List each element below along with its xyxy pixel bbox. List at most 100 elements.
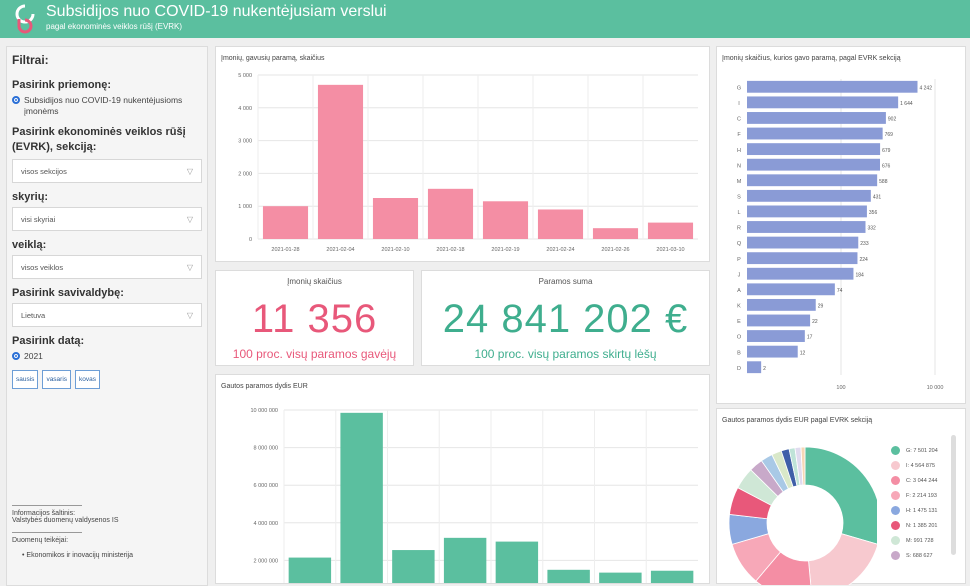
kpi-companies-card: Įmonių skaičius 11 356 100 proc. visų pa… [215, 270, 414, 366]
y-tick-label: H [737, 148, 741, 154]
owner-item-text: Ekonomikos ir inovacijų ministerija [26, 552, 133, 559]
radio-selected-icon[interactable] [12, 96, 20, 104]
bar [650, 570, 694, 583]
data-label: 22 [812, 319, 818, 325]
legend-label: F: 2 214 193 [906, 492, 937, 499]
bar [747, 80, 918, 93]
legend-swatch [891, 506, 900, 515]
activity-select[interactable]: visos veiklos ▽ [12, 255, 202, 279]
chart-title: Gautos paramos dydis EUR [221, 383, 308, 390]
bar [592, 228, 639, 239]
bar [372, 198, 419, 239]
bar [747, 112, 886, 124]
y-tick-label: 2 000 000 [254, 558, 278, 564]
y-tick-label: R [737, 226, 741, 232]
legend-swatch [891, 461, 900, 470]
legend-item[interactable]: H: 1 475 131 [891, 503, 961, 518]
page-title: Subsidijos nuo COVID-19 nukentėjusiam ve… [46, 3, 387, 20]
bar [495, 541, 539, 583]
y-tick-label: L [737, 210, 740, 216]
legend-swatch [891, 491, 900, 500]
y-tick-label: 6 000 000 [254, 483, 278, 489]
y-tick-label: P [737, 257, 741, 263]
legend-item[interactable]: S: 688 627 [891, 548, 961, 563]
x-tick-label: 10 000 [927, 385, 944, 391]
year-radio[interactable]: 2021 [12, 351, 202, 362]
legend-item[interactable]: N: 1 385 201 [891, 518, 961, 533]
bar [537, 209, 584, 239]
chart-title: Įmonių, gavusių paramą, skaičius [221, 55, 325, 62]
measure-label: Pasirink priemonę: [12, 79, 112, 91]
measure-radio[interactable]: Subsidijos nuo COVID-19 nukentėjusioms į… [12, 95, 202, 117]
bar [747, 143, 881, 156]
legend-item[interactable]: I: 4 564 875 [891, 458, 961, 473]
x-tick-label: 2021-02-10 [381, 247, 409, 253]
legend-item[interactable]: G: 7 501 204 [891, 443, 961, 458]
legend-scrollbar[interactable] [951, 435, 956, 555]
data-label: 769 [885, 132, 894, 138]
companies-bar-chart: 0 1 000 2 000 3 000 4 000 5 000 2021-01-28 2021… [238, 73, 698, 253]
donut-legend: G: 7 501 204 I: 4 564 875 C: 3 044 244 F: 2… [891, 443, 961, 563]
legend-label: G: 7 501 204 [906, 447, 938, 454]
bar [747, 298, 816, 311]
divider [12, 505, 82, 506]
legend-item[interactable]: M: 991 728 [891, 533, 961, 548]
radio-selected-icon[interactable] [12, 352, 20, 360]
legend-item[interactable]: F: 2 214 193 [891, 488, 961, 503]
bar [647, 222, 694, 239]
legend-label: N: 1 385 201 [906, 522, 938, 529]
month-button-february[interactable]: vasaris [42, 370, 72, 389]
legend-item[interactable]: C: 3 044 244 [891, 473, 961, 488]
bar [747, 361, 762, 374]
bar [747, 252, 858, 265]
y-tick-label: O [737, 335, 742, 341]
data-label: 12 [800, 350, 806, 356]
y-tick-label: S [737, 194, 741, 200]
kpi-amount-title: Paramos suma [538, 277, 593, 286]
x-tick-label: 2021-02-19 [491, 247, 519, 253]
month-button-january[interactable]: sausis [12, 370, 39, 389]
bar [747, 96, 899, 109]
municipality-select[interactable]: Lietuva ▽ [12, 303, 202, 327]
data-label: 74 [837, 288, 843, 294]
owners-label: Duomenų teikėjai: [12, 537, 69, 544]
y-tick-label: I [738, 101, 740, 107]
data-label: 588 [879, 179, 888, 185]
y-tick-label: 0 [249, 237, 252, 243]
year-option-label: 2021 [24, 351, 43, 361]
bar [288, 557, 332, 583]
y-tick-label: J [738, 272, 741, 278]
y-tick-label: A [737, 288, 741, 294]
y-tick-label: 4 000 000 [254, 521, 278, 527]
x-tick-label: 2021-02-26 [601, 247, 629, 253]
legend-swatch [891, 551, 900, 560]
legend-label: S: 688 627 [906, 552, 933, 559]
section-select-value: visos sekcijos [21, 166, 67, 176]
activity-label: veiklą: [12, 239, 47, 251]
pie-slice [800, 446, 806, 486]
section-select[interactable]: visos sekcijos ▽ [12, 159, 202, 183]
evrk-label: Pasirink ekonominės veiklos rūšį (EVRK),… [12, 126, 186, 153]
companies-by-evrk-panel: Įmonių skaičius, kurios gavo paramą, pag… [716, 46, 966, 404]
data-label: 224 [859, 257, 868, 263]
date-label: Pasirink datą: [12, 335, 85, 347]
data-label: 431 [873, 194, 882, 200]
chevron-down-icon: ▽ [186, 166, 193, 176]
y-tick-label: 5 000 [238, 73, 252, 79]
division-select[interactable]: visi skyriai ▽ [12, 207, 202, 231]
municipality-label: Pasirink savivaldybę: [12, 287, 124, 299]
month-button-march[interactable]: kovas [75, 370, 101, 389]
bar [747, 330, 805, 342]
y-tick-label: 8 000 000 [254, 446, 278, 452]
bar [482, 201, 529, 239]
bar [747, 267, 854, 280]
y-tick-label: 4 000 [238, 106, 252, 112]
kpi-companies-title: Įmonių skaičius [287, 277, 342, 286]
amount-by-evrk-panel: Gautos paramos dydis EUR pagal EVRK sekc… [716, 408, 966, 585]
data-label: 29 [818, 304, 824, 310]
bar [262, 206, 309, 239]
bar [747, 314, 811, 327]
page-subtitle: pagal ekonominės veiklos rūšį (EVRK) [46, 22, 183, 31]
data-label: 1 644 [900, 101, 913, 107]
sidebar-footer: Informacijos šaltinis: Valstybės duomenų… [12, 505, 202, 559]
